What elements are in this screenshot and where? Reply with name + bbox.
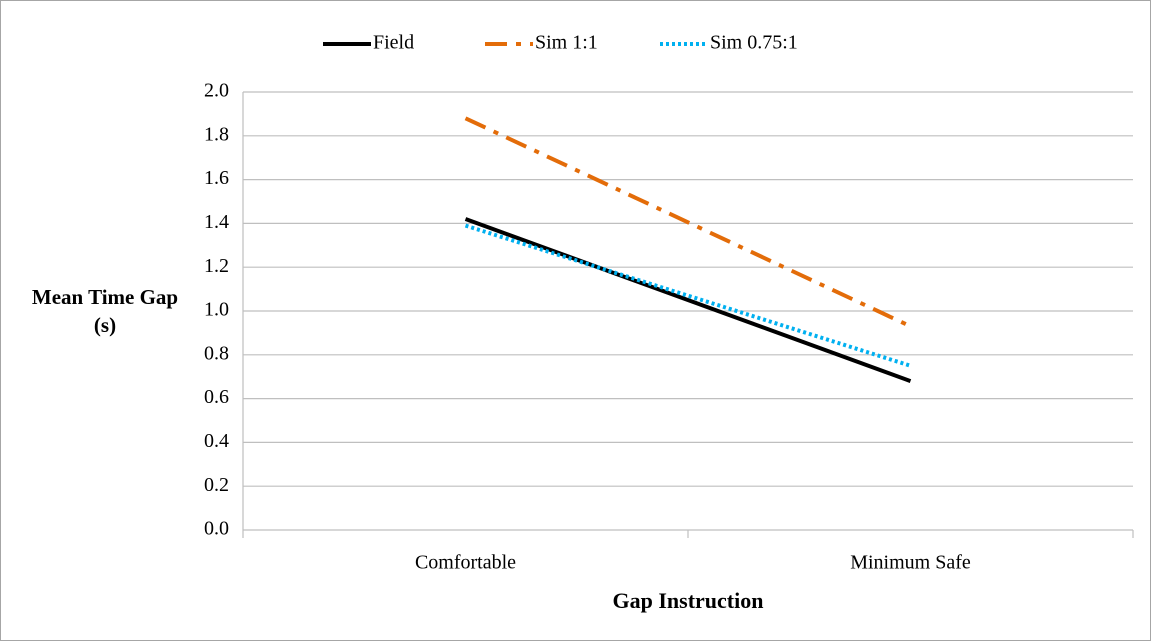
x-tick-label: Comfortable xyxy=(415,552,516,574)
y-tick-label: 0.2 xyxy=(204,474,229,496)
y-tick-label: 1.4 xyxy=(204,211,229,233)
x-tick-label: Minimum Safe xyxy=(850,552,971,574)
y-tick-label: 1.2 xyxy=(204,255,229,277)
series-line xyxy=(464,116,912,329)
y-tick-label: 0.8 xyxy=(204,342,229,364)
x-axis-title: Gap Instruction xyxy=(613,588,764,613)
y-tick-label: 0.0 xyxy=(204,518,229,540)
legend-label: Sim 1:1 xyxy=(535,32,598,54)
y-tick-label: 1.6 xyxy=(204,167,229,189)
y-tick-label: 0.4 xyxy=(204,430,229,452)
y-axis-title: Mean Time Gap (s) xyxy=(31,285,179,337)
y-tick-label: 2.0 xyxy=(204,80,229,102)
y-tick-label: 0.6 xyxy=(204,386,229,408)
legend-label: Field xyxy=(373,32,414,54)
series-line xyxy=(464,217,912,383)
y-tick-label: 1.8 xyxy=(204,123,229,145)
y-tick-label: 1.0 xyxy=(204,299,229,321)
legend-label: Sim 0.75:1 xyxy=(710,32,798,54)
